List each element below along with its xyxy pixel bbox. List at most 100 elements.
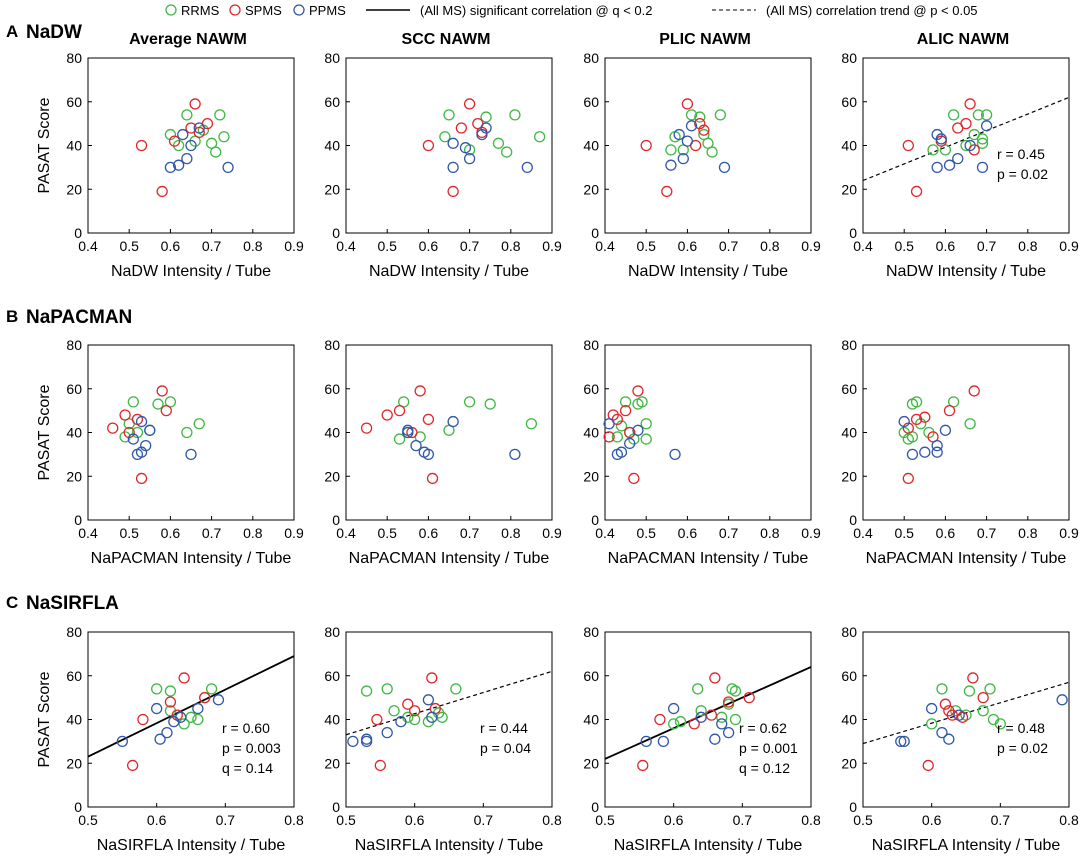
row-a-letter: A <box>6 22 18 41</box>
data-point-spms <box>409 705 421 717</box>
data-point-rrms <box>439 131 451 143</box>
data-point-spms <box>922 759 934 772</box>
data-point-spms <box>967 672 979 684</box>
data-point-rrms <box>152 398 164 410</box>
x-tick-label: 0.7 <box>733 812 753 828</box>
y-tick-label: 20 <box>841 468 857 484</box>
data-point-ppms <box>185 448 197 461</box>
y-tick-label: 0 <box>74 799 82 815</box>
y-tick-label: 20 <box>66 755 82 771</box>
data-point-rrms <box>509 109 521 121</box>
legend-label-solid: (All MS) significant correlation @ q < 0… <box>420 3 652 18</box>
y-tick-label: 60 <box>324 94 340 110</box>
x-axis-label: NaSIRFLA Intensity / Tube <box>355 837 544 854</box>
trend-line <box>863 96 1069 182</box>
data-point-spms <box>135 472 148 485</box>
scatter-panel: 0.4 0.5 0.6 0.7 0.8 0.9 0 20 40 60 80 NaDW Intensit… <box>324 50 562 280</box>
y-tick-label: 40 <box>583 138 599 154</box>
data-point-ppms <box>144 424 156 436</box>
x-tick-label: 0.9 <box>542 525 562 541</box>
data-point-rrms <box>976 133 989 145</box>
data-point-spms <box>743 691 755 704</box>
data-point-ppms <box>943 159 956 171</box>
x-tick-label: 0.9 <box>1059 525 1079 541</box>
x-tick-label: 0.9 <box>1059 238 1079 254</box>
x-tick-label: 0.8 <box>542 812 562 828</box>
scatter-panel: 0.4 0.5 0.6 0.7 0.8 0.9 0 20 40 60 80 NaDW Intensit… <box>583 50 821 280</box>
data-point-rrms <box>214 109 226 121</box>
row-c-letter: C <box>6 593 18 612</box>
y-tick-label: 20 <box>324 181 340 197</box>
y-tick-label: 40 <box>324 425 340 441</box>
data-point-rrms <box>205 683 218 695</box>
data-point-ppms <box>1056 694 1068 706</box>
data-point-spms <box>902 139 914 152</box>
x-tick-label: 0.5 <box>853 812 873 828</box>
data-point-spms <box>632 385 644 397</box>
x-tick-label: 0.4 <box>595 525 615 541</box>
stat-label: r = 0.60 <box>222 720 270 736</box>
data-point-rrms <box>976 137 989 149</box>
data-point-rrms <box>443 109 455 121</box>
data-point-ppms <box>193 122 205 134</box>
data-point-ppms <box>402 424 414 436</box>
x-tick-label: 0.8 <box>760 238 780 254</box>
data-point-rrms <box>151 683 163 695</box>
y-tick-label: 60 <box>324 668 340 684</box>
scatter-panel: 0.4 0.5 0.6 0.7 0.8 0.9 0 20 40 60 80 NaPACMAN Inte… <box>583 337 821 567</box>
data-point-rrms <box>994 718 1006 730</box>
data-point-rrms <box>463 396 476 408</box>
x-tick-label: 0.6 <box>936 238 956 254</box>
y-tick-label: 20 <box>324 468 340 484</box>
data-point-rrms <box>192 713 204 726</box>
legend-label-dashed: (All MS) correlation trend @ p < 0.05 <box>766 3 978 18</box>
data-point-rrms <box>178 718 190 730</box>
y-tick-label: 80 <box>841 337 857 353</box>
y-tick-label: 20 <box>583 755 599 771</box>
data-point-ppms <box>722 726 735 739</box>
x-tick-label: 0.7 <box>460 238 480 254</box>
x-tick-label: 0.5 <box>78 812 98 828</box>
x-tick-label: 0.6 <box>147 812 167 828</box>
y-tick-label: 0 <box>849 225 857 241</box>
data-point-spms <box>160 404 172 417</box>
x-tick-label: 0.5 <box>894 238 914 254</box>
x-tick-label: 0.6 <box>678 238 698 254</box>
legend-marker-ppms <box>293 4 305 16</box>
scatter-panel: 0.4 0.5 0.6 0.7 0.8 0.9 0 20 40 60 80 NaPACMAN Inte… <box>36 337 304 567</box>
y-tick-label: 0 <box>591 799 599 815</box>
x-tick-label: 0.4 <box>853 525 873 541</box>
x-tick-label: 0.9 <box>801 238 821 254</box>
legend-marker-rrms <box>165 4 177 16</box>
plot-frame <box>604 57 812 234</box>
row-b-title: NaPACMAN <box>26 307 132 328</box>
data-point-ppms <box>718 161 731 174</box>
data-point-ppms <box>669 448 681 461</box>
y-tick-label: 80 <box>841 624 857 640</box>
data-point-rrms <box>692 683 704 695</box>
data-point-spms <box>193 126 205 139</box>
data-point-spms <box>709 672 721 684</box>
data-point-ppms <box>657 735 670 748</box>
data-point-spms <box>661 185 673 198</box>
data-point-spms <box>654 713 666 726</box>
data-point-ppms <box>463 152 476 165</box>
data-point-rrms <box>980 109 993 121</box>
data-point-spms <box>637 759 649 772</box>
data-point-spms <box>722 696 735 708</box>
x-tick-label: 0.9 <box>284 525 304 541</box>
data-point-rrms <box>926 718 938 730</box>
data-point-rrms <box>726 683 738 695</box>
data-point-ppms <box>447 415 459 428</box>
data-point-ppms <box>177 128 189 141</box>
y-tick-label: 60 <box>583 668 599 684</box>
data-point-ppms <box>952 152 964 165</box>
y-tick-label: 0 <box>74 225 82 241</box>
data-point-ppms <box>509 448 521 461</box>
x-tick-label: 0.6 <box>419 525 439 541</box>
x-axis-label: NaSIRFLA Intensity / Tube <box>872 837 1061 854</box>
x-tick-label: 0.9 <box>801 525 821 541</box>
data-point-ppms <box>624 437 636 450</box>
y-tick-label: 0 <box>849 512 857 528</box>
